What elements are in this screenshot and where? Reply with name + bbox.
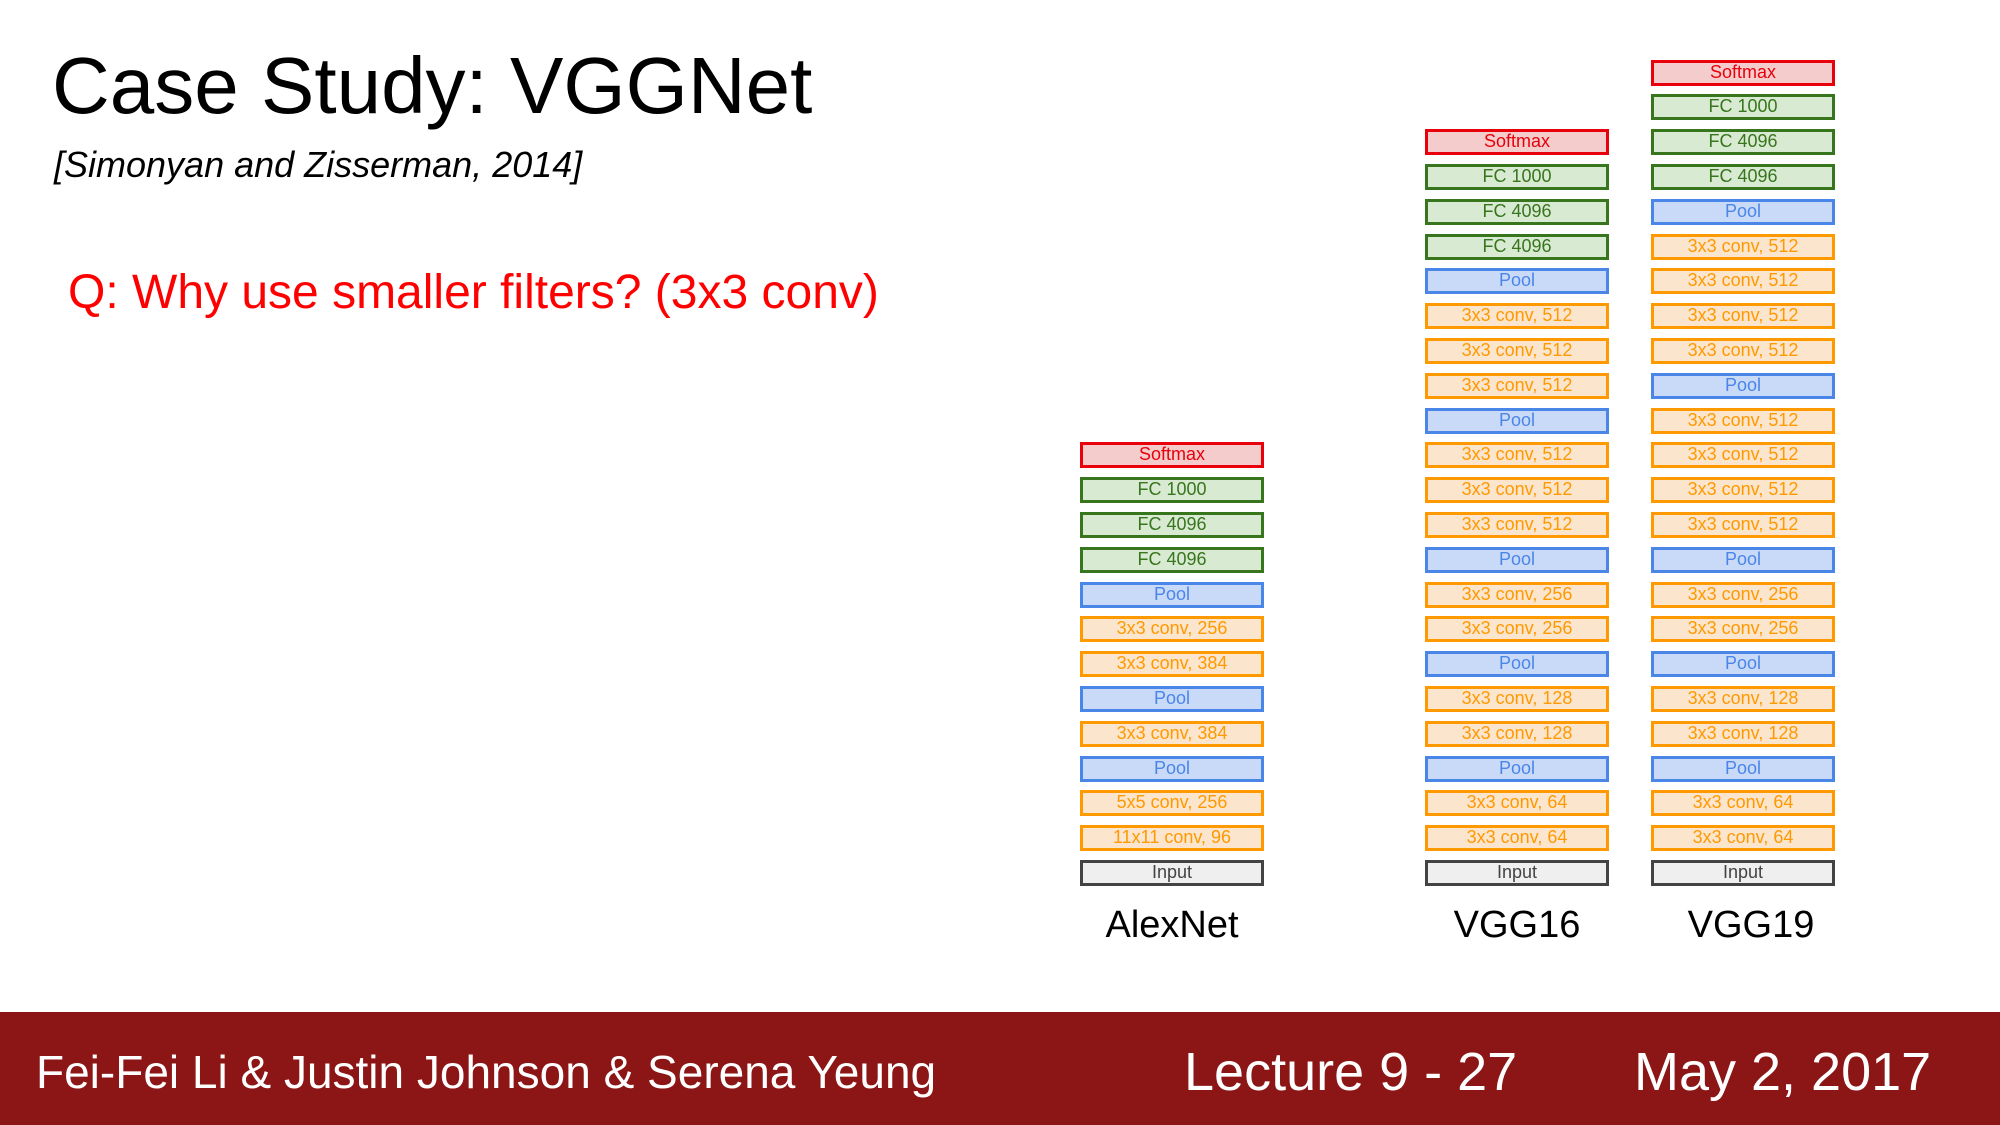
footer-bar: Fei-Fei Li & Justin Johnson & Serena Yeu…: [0, 1012, 2000, 1125]
layer-input: Input: [1080, 860, 1264, 886]
layer-conv: 3x3 conv, 512: [1651, 338, 1835, 365]
network-label-alexnet: AlexNet: [1105, 904, 1239, 946]
layer-conv: 3x3 conv, 512: [1425, 477, 1609, 504]
layer-conv: 3x3 conv, 256: [1080, 616, 1264, 643]
network-alexnet: Softmax FC 1000 FC 4096 FC 4096 Pool 3x3 conv…: [1080, 442, 1264, 886]
layer-pool: Pool: [1080, 755, 1264, 782]
layer-pool: Pool: [1651, 198, 1835, 225]
footer-lecture-number: Lecture 9 - 27: [1184, 1042, 1518, 1102]
layer-fc: FC 4096: [1651, 129, 1835, 156]
layer-pool: Pool: [1425, 651, 1609, 678]
layer-conv: 3x3 conv, 512: [1651, 233, 1835, 260]
citation: [Simonyan and Zisserman, 2014]: [54, 144, 583, 185]
layer-conv: 3x3 conv, 512: [1425, 442, 1609, 469]
layer-input: Input: [1425, 860, 1609, 886]
layer-pool: Pool: [1651, 755, 1835, 782]
layer-pool: Pool: [1651, 651, 1835, 678]
layer-conv: 3x3 conv, 384: [1080, 651, 1264, 678]
layer-pool: Pool: [1425, 407, 1609, 434]
layer-conv: 3x3 conv, 512: [1425, 372, 1609, 399]
network-vgg19: Softmax FC 1000 FC 4096 FC 4096 Pool 3x3 conv…: [1651, 59, 1835, 886]
layer-fc: FC 4096: [1425, 233, 1609, 260]
footer-authors: Fei-Fei Li & Justin Johnson & Serena Yeu…: [36, 1046, 937, 1098]
layer-conv: 3x3 conv, 256: [1425, 581, 1609, 608]
layer-conv: 3x3 conv, 256: [1425, 616, 1609, 643]
layer-stack: Softmax FC 1000 FC 4096 FC 4096 Pool 3x3 conv…: [1425, 129, 1609, 886]
layer-conv: 3x3 conv, 512: [1425, 512, 1609, 539]
layer-conv: 3x3 conv, 64: [1651, 825, 1835, 852]
layer-softmax: Softmax: [1425, 129, 1609, 156]
layer-stack: Softmax FC 1000 FC 4096 FC 4096 Pool 3x3 conv…: [1651, 59, 1835, 886]
layer-pool: Pool: [1651, 546, 1835, 573]
slide-title: Case Study: VGGNet: [52, 41, 813, 130]
layer-fc: FC 4096: [1425, 198, 1609, 225]
layer-input: Input: [1651, 860, 1835, 886]
layer-conv: 3x3 conv, 512: [1425, 303, 1609, 330]
network-vgg16: Softmax FC 1000 FC 4096 FC 4096 Pool 3x3 conv…: [1425, 129, 1609, 886]
footer-date: May 2, 2017: [1634, 1042, 1932, 1102]
layer-conv: 3x3 conv, 64: [1425, 790, 1609, 817]
layer-fc: FC 4096: [1651, 164, 1835, 191]
layer-softmax: Softmax: [1651, 59, 1835, 86]
layer-conv: 3x3 conv, 256: [1651, 581, 1835, 608]
layer-conv: 3x3 conv, 512: [1651, 407, 1835, 434]
layer-conv: 3x3 conv, 512: [1425, 338, 1609, 365]
layer-pool: Pool: [1425, 268, 1609, 295]
question-text: Q: Why use smaller filters? (3x3 conv): [68, 266, 879, 319]
layer-conv: 3x3 conv, 128: [1651, 720, 1835, 747]
layer-conv: 3x3 conv, 64: [1651, 790, 1835, 817]
layer-fc: FC 4096: [1080, 512, 1264, 539]
layer-conv: 3x3 conv, 512: [1651, 512, 1835, 539]
layer-conv: 3x3 conv, 512: [1651, 442, 1835, 469]
layer-conv: 11x11 conv, 96: [1080, 825, 1264, 852]
layer-conv: 3x3 conv, 512: [1651, 477, 1835, 504]
layer-conv: 3x3 conv, 512: [1651, 268, 1835, 295]
layer-conv: 3x3 conv, 512: [1651, 303, 1835, 330]
layer-conv: 3x3 conv, 64: [1425, 825, 1609, 852]
layer-fc: FC 4096: [1080, 546, 1264, 573]
network-label-vgg19: VGG19: [1687, 904, 1815, 946]
layer-pool: Pool: [1425, 755, 1609, 782]
layer-conv: 3x3 conv, 384: [1080, 720, 1264, 747]
layer-fc: FC 1000: [1425, 164, 1609, 191]
layer-pool: Pool: [1080, 581, 1264, 608]
layer-softmax: Softmax: [1080, 442, 1264, 469]
layer-fc: FC 1000: [1080, 477, 1264, 504]
layer-stack: Softmax FC 1000 FC 4096 FC 4096 Pool 3x3 conv…: [1080, 442, 1264, 886]
layer-pool: Pool: [1425, 546, 1609, 573]
layer-fc: FC 1000: [1651, 94, 1835, 121]
layer-conv: 3x3 conv, 128: [1651, 686, 1835, 713]
layer-conv: 3x3 conv, 128: [1425, 720, 1609, 747]
layer-conv: 3x3 conv, 128: [1425, 686, 1609, 713]
network-label-vgg16: VGG16: [1453, 904, 1581, 946]
layer-pool: Pool: [1080, 686, 1264, 713]
layer-conv: 5x5 conv, 256: [1080, 790, 1264, 817]
layer-pool: Pool: [1651, 372, 1835, 399]
layer-conv: 3x3 conv, 256: [1651, 616, 1835, 643]
